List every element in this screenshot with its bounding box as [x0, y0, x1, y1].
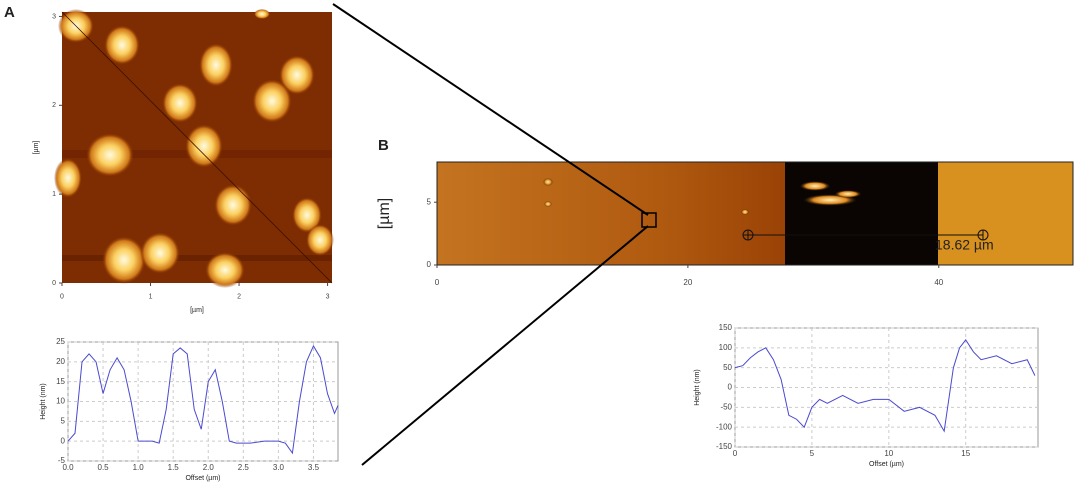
y-tick-label: 50: [723, 363, 732, 372]
y-tick-label: 2: [52, 102, 56, 109]
y-tick-label: -50: [720, 402, 732, 411]
zoom-line: [332, 3, 649, 216]
measurement-label: 18.62 µm: [935, 237, 994, 253]
y-tick-label: 20: [56, 357, 65, 366]
panel-label: A: [4, 4, 15, 21]
x-tick-label: 3.0: [273, 463, 285, 472]
x-tick-label: 2.5: [238, 463, 250, 472]
y-tick-label: 150: [719, 323, 733, 332]
panel-label: B: [378, 137, 389, 154]
y-tick-label: 1: [52, 191, 56, 198]
x-tick-label: 0.0: [62, 463, 74, 472]
x-tick-label: 3.5: [308, 463, 320, 472]
x-tick-label: 0: [733, 449, 738, 458]
y-tick-label: 25: [56, 337, 65, 346]
y-tick-label: 0: [427, 260, 432, 269]
y-tick-label: -100: [716, 422, 733, 431]
y-tick-label: 0: [61, 436, 66, 445]
y-tick-label: 0: [52, 280, 56, 287]
x-axis-label: Offset (µm): [869, 461, 904, 468]
x-tick-label: 1.5: [168, 463, 180, 472]
y-tick-label: 15: [56, 377, 65, 386]
x-tick-label: 0: [60, 293, 64, 300]
x-tick-label: 5: [810, 449, 815, 458]
y-axis-label: [µm]: [33, 141, 40, 155]
x-axis-label: Offset (µm): [185, 475, 220, 482]
x-tick-label: 0: [435, 278, 440, 287]
x-tick-label: 3: [326, 293, 330, 300]
profile-line: [734, 339, 1036, 433]
y-tick-label: 10: [56, 397, 65, 406]
x-tick-label: 15: [961, 449, 970, 458]
y-tick-label: 3: [52, 13, 56, 20]
afm-image-a: [54, 9, 334, 288]
y-axis-label: [µm]: [376, 198, 393, 229]
profile-line: [67, 344, 339, 455]
x-tick-label: 1: [149, 293, 153, 300]
x-tick-label: 40: [934, 278, 943, 287]
y-tick-label: 100: [719, 343, 733, 352]
y-axis-label: Height (nm): [40, 383, 47, 420]
zoom-line: [361, 225, 649, 466]
x-tick-label: 10: [884, 449, 893, 458]
x-tick-label: 2: [237, 293, 241, 300]
afm-image-b: 18.62 µm: [436, 161, 1074, 266]
x-tick-label: 2.0: [203, 463, 215, 472]
x-axis-label: [µm]: [190, 307, 204, 314]
y-tick-label: -5: [58, 456, 66, 465]
y-tick-label: 5: [427, 197, 432, 206]
y-tick-label: 5: [61, 416, 66, 425]
x-tick-label: 1.0: [133, 463, 145, 472]
x-tick-label: 20: [683, 278, 692, 287]
y-tick-label: 0: [728, 383, 733, 392]
y-axis-label: Height (nm): [694, 369, 701, 406]
y-tick-label: -150: [716, 442, 733, 451]
x-tick-label: 0.5: [98, 463, 110, 472]
